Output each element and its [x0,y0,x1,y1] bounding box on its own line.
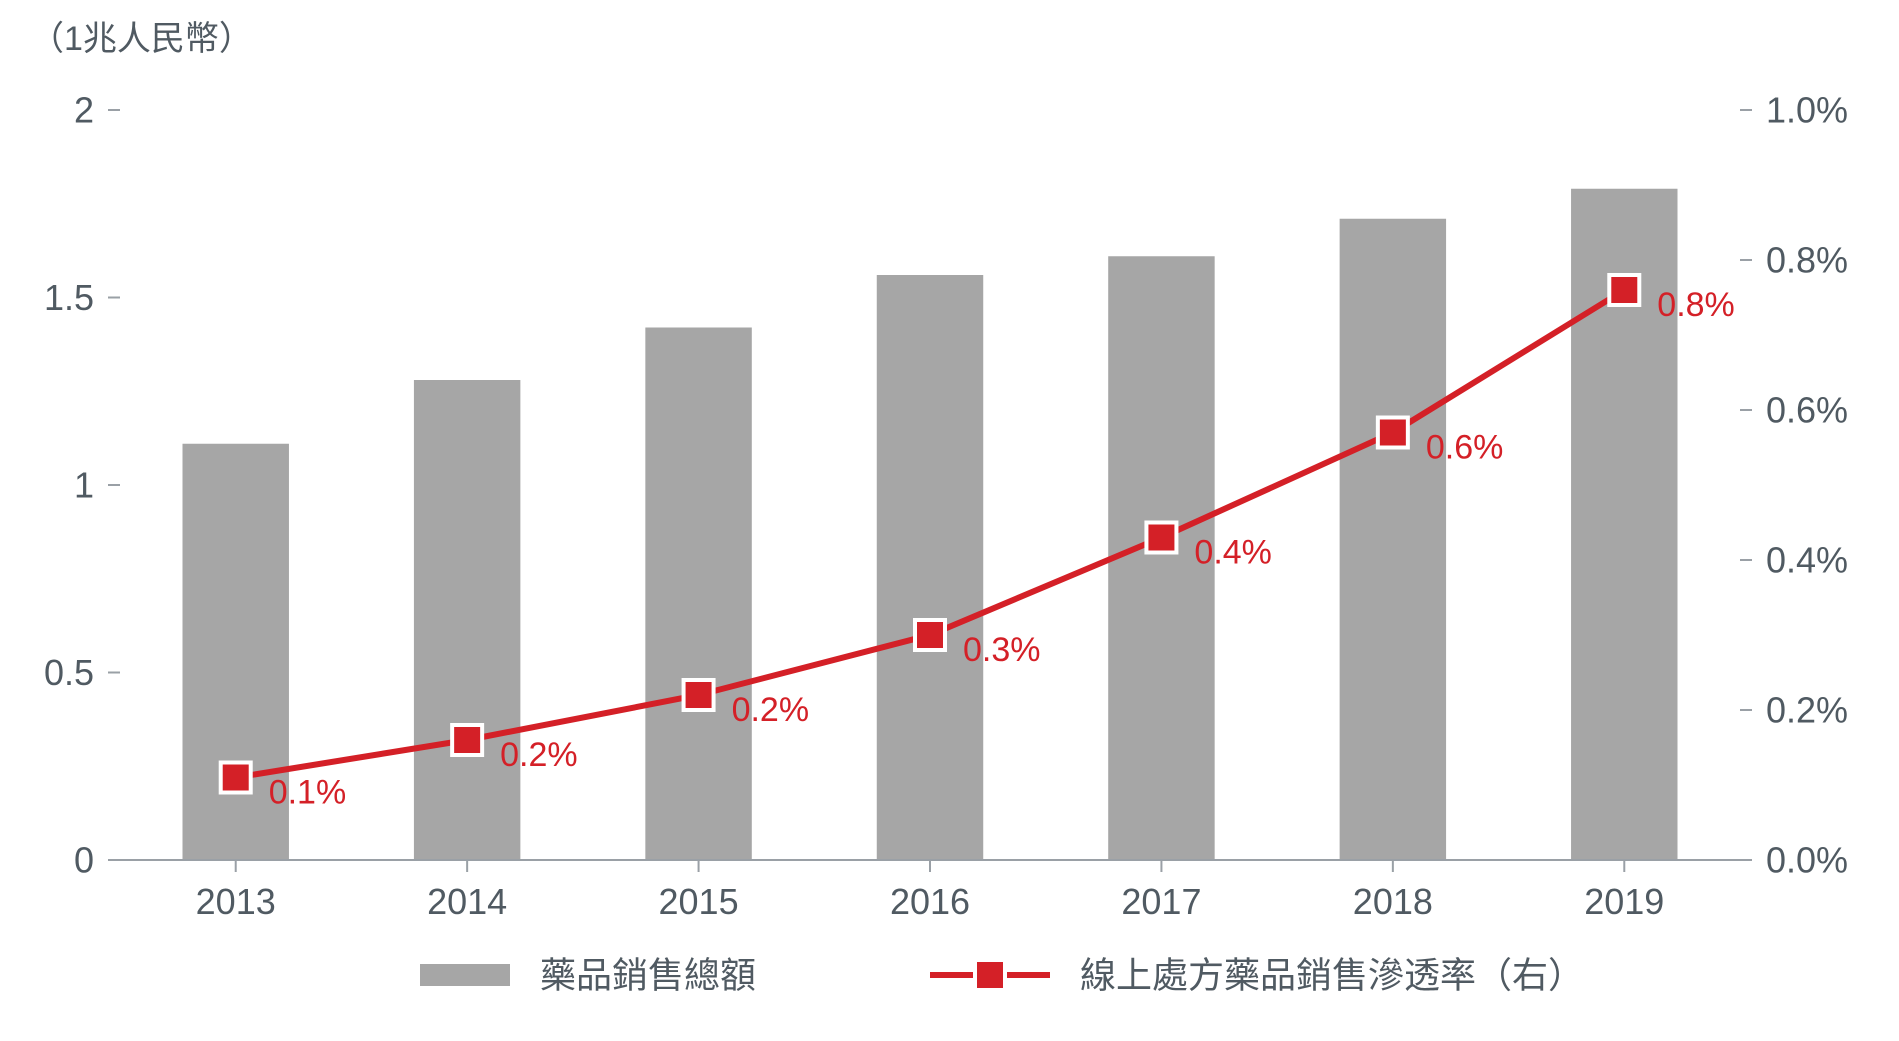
yright-tick-label: 0.8% [1766,240,1848,281]
bar [877,275,983,860]
yleft-tick-label: 1 [74,465,94,506]
line-marker [221,763,251,793]
x-tick-label: 2014 [427,881,507,922]
x-tick-label: 2015 [659,881,739,922]
x-tick-label: 2017 [1121,881,1201,922]
line-data-label: 0.2% [732,691,810,729]
yright-tick-label: 0.2% [1766,690,1848,731]
sales-penetration-chart: （1兆人民幣） 0 0.5 1 1.5 2 0.0% 0.2% 0.4% 0.6% 0.8% 1.0%… [0,0,1899,1041]
legend-label: 線上處方藥品銷售滲透率（右） [1080,955,1584,996]
yright-tick-label: 1.0% [1766,90,1848,131]
yright-tick-label: 0.0% [1766,840,1848,881]
line-marker [915,620,945,650]
line-data-label: 0.4% [1194,533,1272,571]
line-data-label: 0.3% [963,631,1041,669]
yleft-tick-label: 1.5 [44,277,94,318]
yleft-tick-label: 0.5 [44,652,94,693]
line-data-label: 0.1% [269,773,347,811]
bar [414,380,520,860]
yleft-tick-label: 0 [74,840,94,881]
line-data-label: 0.6% [1426,428,1504,466]
yright-tick-label: 0.4% [1766,540,1848,581]
x-tick-label: 2013 [196,881,276,922]
line-marker [452,725,482,755]
legend-label: 藥品銷售總額 [540,955,756,996]
line-data-label: 0.8% [1657,286,1735,324]
chart-svg: （1兆人民幣） 0 0.5 1 1.5 2 0.0% 0.2% 0.4% 0.6% 0.8% 1.0%… [0,0,1899,1041]
yright-tick-label: 0.6% [1766,390,1848,431]
unit-label: （1兆人民幣） [30,20,253,58]
x-tick-label: 2018 [1353,881,1433,922]
x-tick-label: 2016 [890,881,970,922]
line-marker [1146,523,1176,553]
line-data-label: 0.2% [500,736,577,774]
line-marker [1378,418,1408,448]
bar [1340,219,1446,860]
yleft-tick-label: 2 [74,90,94,131]
legend-swatch-bar [420,964,510,986]
legend-swatch-marker [975,960,1005,990]
line-marker [1609,275,1639,305]
x-tick-label: 2019 [1584,881,1664,922]
line-marker [684,680,714,710]
bar [645,328,751,861]
